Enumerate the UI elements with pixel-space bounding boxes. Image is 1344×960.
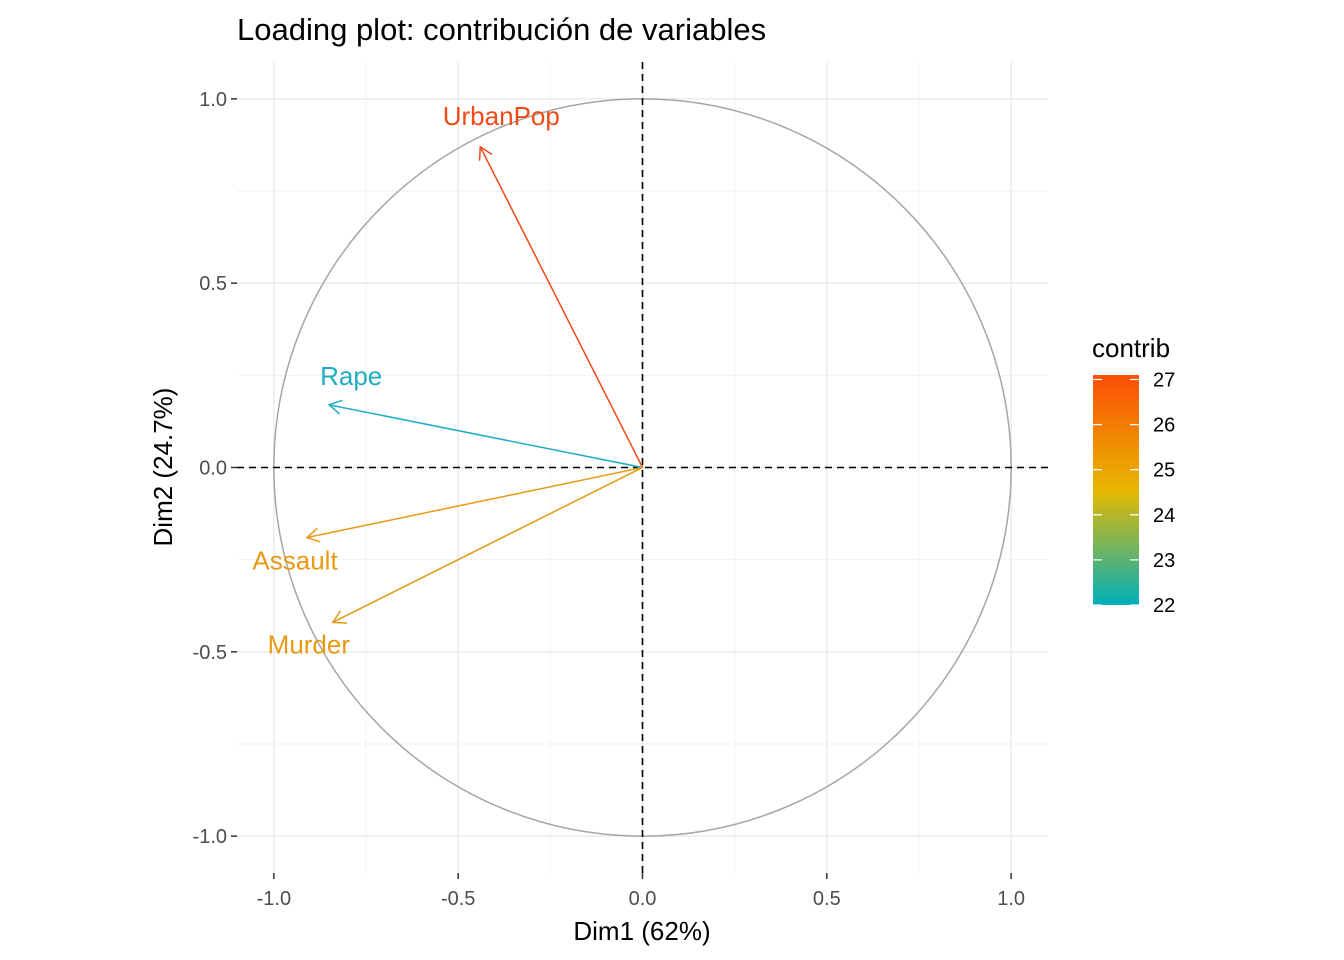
legend: contrib 22 23 24 25 26 27	[1092, 333, 1175, 617]
arrow-assault	[306, 466, 643, 539]
arrowhead-assault	[305, 527, 321, 543]
arrow-murder	[332, 466, 643, 623]
x-tick-label: -0.5	[441, 888, 475, 910]
label-rape: Rape	[320, 361, 382, 391]
x-axis-title: Dim1 (62%)	[573, 916, 710, 946]
y-tick-label: -1.0	[193, 826, 227, 848]
y-axis-title: Dim2 (24.7%)	[148, 388, 178, 547]
legend-tick-label: 26	[1153, 415, 1175, 437]
arrowhead-urbanpop	[478, 145, 493, 161]
legend-tick-label: 27	[1153, 370, 1175, 392]
chart-title: Loading plot: contribución de variables	[237, 12, 766, 47]
legend-title: contrib	[1092, 333, 1170, 363]
legend-tick-label: 25	[1153, 460, 1175, 482]
y-tick-label: 1.0	[199, 89, 227, 111]
x-tick-label: 1.0	[997, 888, 1025, 910]
y-axis-ticks: -1.0 -0.5 0.0 0.5 1.0	[193, 89, 237, 848]
x-axis-ticks: -1.0 -0.5 0.0 0.5 1.0	[257, 873, 1025, 910]
x-tick-label: 0.5	[813, 888, 841, 910]
legend-tick-label: 24	[1153, 505, 1175, 527]
arrowhead-murder	[331, 610, 347, 624]
variable-arrows	[305, 145, 644, 624]
label-assault: Assault	[252, 546, 338, 576]
x-tick-label: -1.0	[257, 888, 291, 910]
reference-lines	[237, 62, 1048, 873]
variable-labels: UrbanPop Rape Assault Murder	[252, 101, 559, 660]
y-tick-label: 0.5	[199, 273, 227, 295]
label-urbanpop: UrbanPop	[443, 101, 560, 131]
legend-tick-label: 23	[1153, 550, 1175, 572]
label-murder: Murder	[268, 629, 351, 659]
y-tick-label: 0.0	[199, 458, 227, 480]
legend-colorbar	[1093, 375, 1139, 605]
arrow-urbanpop	[479, 146, 644, 468]
y-tick-label: -0.5	[193, 642, 227, 664]
arrow-rape	[329, 404, 643, 469]
arrowhead-rape	[327, 399, 343, 415]
x-tick-label: 0.0	[629, 888, 657, 910]
legend-tick-label: 22	[1153, 595, 1175, 617]
